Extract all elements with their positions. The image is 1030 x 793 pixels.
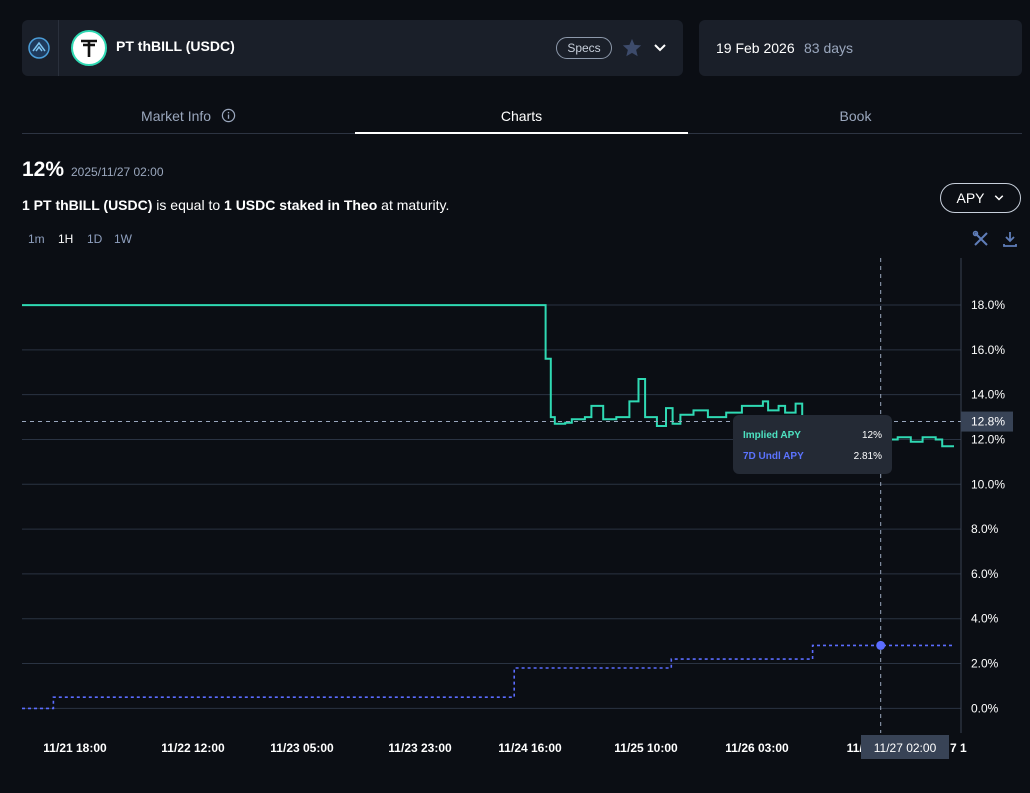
timeframe-1d[interactable]: 1D	[87, 232, 103, 246]
metric-select-value: APY	[956, 190, 985, 206]
underlying-point-marker	[876, 640, 886, 650]
days-to-maturity: 83 days	[804, 40, 854, 56]
y-tick-label: 8.0%	[971, 522, 999, 536]
y-tick-label: 4.0%	[971, 612, 999, 626]
chart-settings-icon[interactable]	[972, 230, 990, 248]
x-tick-label: 11/23 23:00	[388, 741, 452, 755]
chevron-down-icon	[994, 195, 1003, 201]
x-tick-label: 7 1	[950, 741, 967, 755]
desc-mid: is equal to	[152, 197, 225, 213]
info-icon[interactable]	[221, 108, 236, 123]
chart-series	[22, 304, 954, 710]
apy-timestamp: 2025/11/27 02:00	[71, 165, 164, 179]
tooltip-undl-value: 2.81%	[853, 451, 882, 462]
y-tick-label: 18.0%	[971, 298, 1005, 312]
crosshair-y-label: 12.8%	[971, 415, 1005, 429]
tooltip-implied-label: Implied APY	[743, 430, 801, 441]
star-icon[interactable]	[621, 37, 643, 59]
timeframe-1h[interactable]: 1H	[58, 232, 74, 246]
y-tick-label: 12.0%	[971, 432, 1005, 446]
desc-bold-1: 1 PT thBILL (USDC)	[22, 197, 153, 213]
y-tick-label: 0.0%	[971, 701, 999, 715]
tab-market-info[interactable]: Market Info	[22, 108, 355, 124]
header-divider	[58, 20, 59, 76]
desc-bold-2: 1 USDC staked in Theo	[224, 197, 378, 213]
x-tick-label: 11/25 10:00	[614, 741, 678, 755]
chevron-down-icon[interactable]	[652, 40, 668, 56]
chart-tooltip: Implied APY 12% 7D Undl APY 2.81%	[733, 415, 892, 474]
y-tick-label: 2.0%	[971, 657, 999, 671]
network-icon[interactable]	[27, 36, 51, 60]
timeframe-1m[interactable]: 1m	[28, 232, 45, 246]
thbill-token-icon	[71, 30, 107, 66]
tab-charts[interactable]: Charts	[500, 108, 543, 124]
crosshair-y-label-bg	[961, 411, 1013, 432]
chart-grid	[22, 304, 961, 709]
desc-end: at maturity.	[377, 197, 450, 213]
x-tick-label: 11/21 18:00	[43, 741, 107, 755]
metric-select[interactable]: APY	[940, 183, 1021, 213]
x-tick-label: 11/23 05:00	[270, 741, 334, 755]
maturity-card	[699, 20, 1022, 76]
tooltip-undl-label: 7D Undl APY	[743, 451, 804, 462]
maturity-description: 1 PT thBILL (USDC) is equal to 1 USDC st…	[22, 197, 449, 213]
current-apy: 12%	[22, 158, 65, 181]
tab-book[interactable]: Book	[839, 108, 872, 124]
timeframe-1w[interactable]: 1W	[114, 232, 132, 246]
y-tick-label: 10.0%	[971, 477, 1005, 491]
x-tick-label: 11/24 16:00	[498, 741, 562, 755]
maturity-date: 19 Feb 2026	[716, 40, 795, 56]
underlying-apy-line	[22, 644, 954, 710]
tooltip-implied-value: 12%	[861, 430, 882, 441]
x-tick-label: 11/26 03:00	[725, 741, 789, 755]
crosshair-x-label-bg	[861, 735, 949, 759]
x-tick-label: 11/22 12:00	[161, 741, 225, 755]
specs-button[interactable]: Specs	[556, 37, 612, 59]
y-tick-label: 6.0%	[971, 567, 999, 581]
market-card	[22, 20, 683, 76]
y-tick-label: 16.0%	[971, 343, 1005, 357]
download-icon[interactable]	[1001, 230, 1019, 248]
y-tick-label: 14.0%	[971, 388, 1005, 402]
tab-market-info-label: Market Info	[141, 108, 212, 124]
crosshair-x-label: 11/27 02:00	[874, 741, 937, 755]
chart-axes: 18.0% 16.0% 14.0% 12.0% 10.0% 8.0% 6.0% 4.0% 2.0…	[22, 258, 1013, 759]
market-title: PT thBILL (USDC)	[116, 38, 235, 54]
tab-active-indicator	[355, 132, 688, 134]
